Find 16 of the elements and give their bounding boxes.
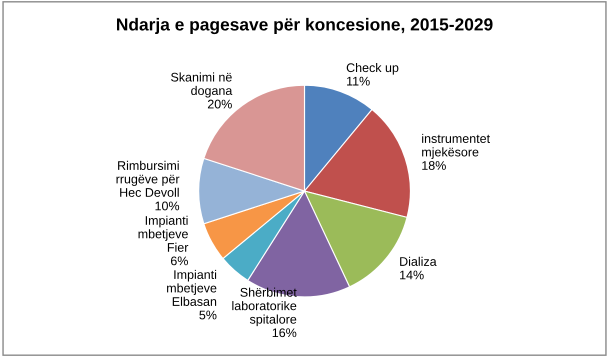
data-label: 6%: [170, 256, 188, 266]
slice-label: Check up: [346, 62, 398, 75]
data-label: 10%: [156, 202, 180, 210]
data-label: 11%: [347, 76, 370, 86]
slice-label: Dializa: [400, 256, 437, 266]
data-label: 5%: [199, 310, 216, 320]
slice-label: Impianti mbetjeve Elbasan: [167, 270, 216, 306]
slice-label: Skanimi në dogana: [171, 72, 232, 98]
chart-title: Ndarja e pagesave për koncesione, 2015-2029: [117, 18, 493, 34]
data-label: 14%: [400, 270, 424, 280]
data-label: 18%: [422, 161, 446, 170]
slice-label: Impianti mbetjeve Fier: [138, 216, 188, 252]
slice-label: Rimbursimi rrugëve për Hec Devoll: [116, 160, 180, 197]
data-label: 20%: [208, 100, 232, 109]
slice-label: instrumentet mjekësore: [422, 134, 490, 159]
data-label: 16%: [272, 328, 296, 338]
